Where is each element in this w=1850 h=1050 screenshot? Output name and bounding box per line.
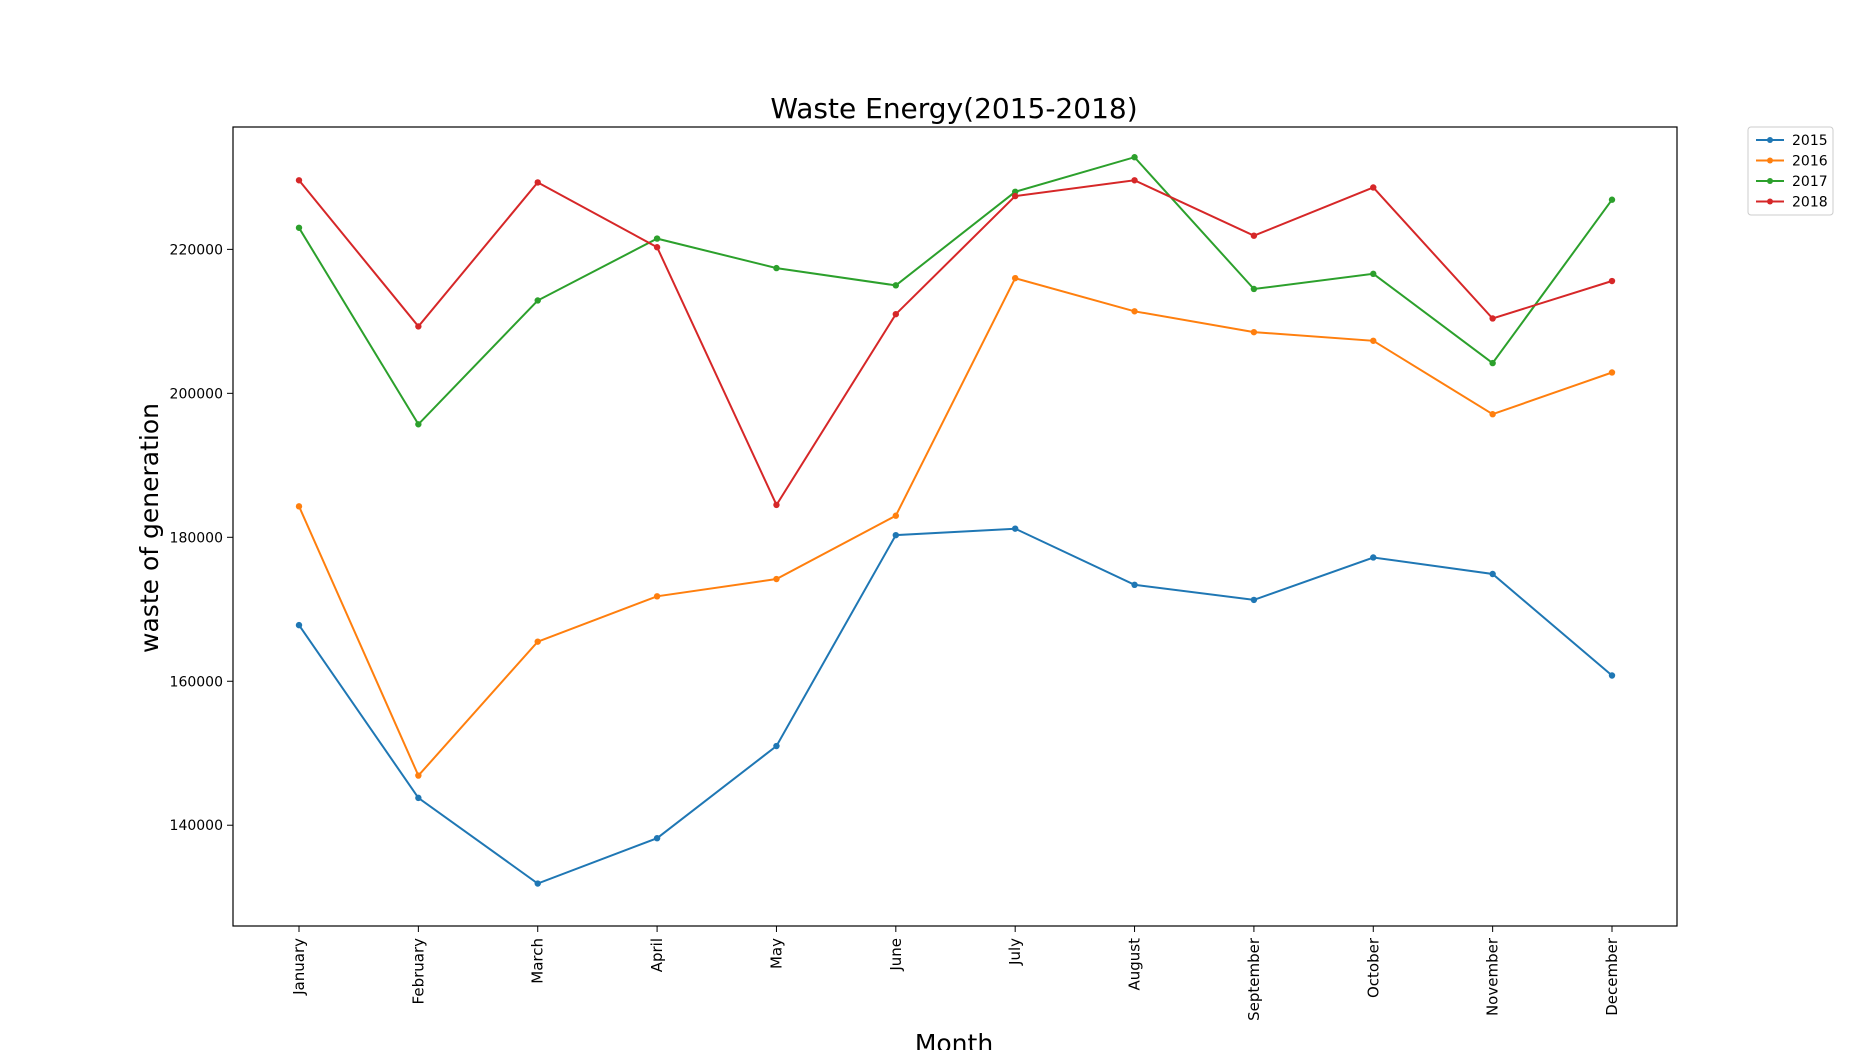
legend-label-2016: 2016	[1792, 154, 1828, 170]
data-point-2017-5	[892, 282, 900, 289]
data-point-2016-11	[1608, 369, 1616, 376]
data-point-2017-0	[295, 224, 303, 231]
data-point-2015-8	[1250, 596, 1258, 604]
plot-frame	[232, 126, 1678, 927]
x-tick-label-5: June	[887, 938, 905, 972]
data-point-2016-6	[1011, 274, 1019, 282]
y-axis-label: waste of generation	[135, 403, 164, 653]
x-tick-label-11: December	[1603, 937, 1621, 1016]
data-point-2017-4	[773, 264, 780, 272]
legend-marker-2018	[1767, 198, 1773, 205]
legend-label-2017: 2017	[1792, 174, 1828, 190]
data-point-2016-9	[1370, 337, 1377, 344]
x-axis-label: Month	[915, 1029, 993, 1050]
data-point-2016-10	[1489, 411, 1496, 418]
data-point-2017-8	[1250, 285, 1258, 293]
chart-title: Waste Energy(2015-2018)	[770, 92, 1137, 125]
data-point-2017-10	[1489, 359, 1496, 367]
legend-marker-2016	[1767, 157, 1773, 164]
data-point-2016-4	[773, 575, 780, 583]
legend-marker-2015	[1767, 137, 1773, 143]
data-point-2016-2	[534, 638, 541, 645]
x-tick-label-0: January	[290, 938, 308, 996]
data-point-2015-5	[892, 531, 900, 539]
data-point-2016-7	[1131, 308, 1138, 315]
x-tick-label-2: March	[529, 938, 547, 984]
data-point-2015-4	[773, 742, 780, 750]
data-point-2015-1	[415, 794, 422, 802]
x-tick-label-8: September	[1245, 937, 1263, 1021]
legend-marker-2017	[1767, 178, 1773, 184]
plot-area: 140000 160000 180000 200000 220000 January Feb…	[170, 126, 1678, 1021]
legend-label-2015: 2015	[1792, 133, 1828, 149]
data-point-2018-7	[1131, 177, 1138, 184]
data-point-2018-1	[415, 323, 422, 330]
data-point-2015-3	[653, 834, 661, 842]
data-point-2018-5	[892, 310, 900, 318]
data-point-2015-6	[1011, 525, 1019, 532]
data-point-2018-10	[1489, 315, 1496, 322]
data-point-2018-11	[1608, 277, 1616, 285]
data-point-2018-9	[1370, 184, 1377, 191]
data-point-2018-8	[1250, 232, 1258, 239]
x-tick-label-10: November	[1484, 937, 1502, 1016]
x-tick-label-7: August	[1126, 938, 1144, 991]
data-point-2016-3	[653, 593, 661, 600]
series-line-2015	[298, 527, 1613, 885]
data-point-2017-1	[415, 421, 422, 428]
data-point-2015-9	[1370, 554, 1377, 561]
data-point-2015-0	[295, 621, 303, 629]
data-point-2015-10	[1489, 570, 1496, 578]
series-line-2017	[298, 156, 1613, 426]
y-tick-label-1: 160000	[170, 674, 223, 690]
data-point-2016-8	[1250, 328, 1258, 336]
data-point-2015-7	[1131, 581, 1138, 589]
data-point-2016-5	[892, 512, 900, 519]
data-point-2017-9	[1370, 270, 1377, 278]
data-point-2018-2	[534, 179, 541, 186]
y-tick-label-2: 180000	[170, 530, 223, 546]
data-point-2017-11	[1608, 196, 1616, 203]
legend-box	[1747, 126, 1834, 216]
series-line-2016	[298, 277, 1613, 778]
data-point-2016-1	[415, 772, 422, 779]
legend-label-2018: 2018	[1792, 195, 1828, 211]
y-tick-label-0: 140000	[170, 818, 223, 834]
y-tick-label-3: 200000	[170, 386, 223, 402]
y-tick-label-4: 220000	[170, 242, 223, 258]
x-tick-label-6: July	[1006, 938, 1024, 966]
data-point-2017-3	[653, 235, 661, 242]
data-point-2018-3	[653, 244, 661, 251]
series-line-2018	[298, 179, 1613, 507]
data-point-2017-2	[534, 297, 541, 304]
data-point-2015-11	[1608, 672, 1616, 679]
data-point-2018-6	[1011, 192, 1019, 200]
x-tick-label-4: May	[767, 938, 785, 969]
x-tick-label-3: April	[648, 938, 666, 972]
data-point-2016-0	[295, 503, 303, 510]
x-tick-label-9: October	[1364, 937, 1382, 998]
data-point-2018-0	[295, 177, 303, 184]
data-point-2017-7	[1131, 154, 1138, 161]
data-point-2018-4	[773, 501, 780, 509]
x-tick-label-1: February	[409, 938, 427, 1005]
data-point-2015-2	[534, 880, 541, 887]
legend: 2015 2016 2017 2018	[1747, 126, 1834, 216]
